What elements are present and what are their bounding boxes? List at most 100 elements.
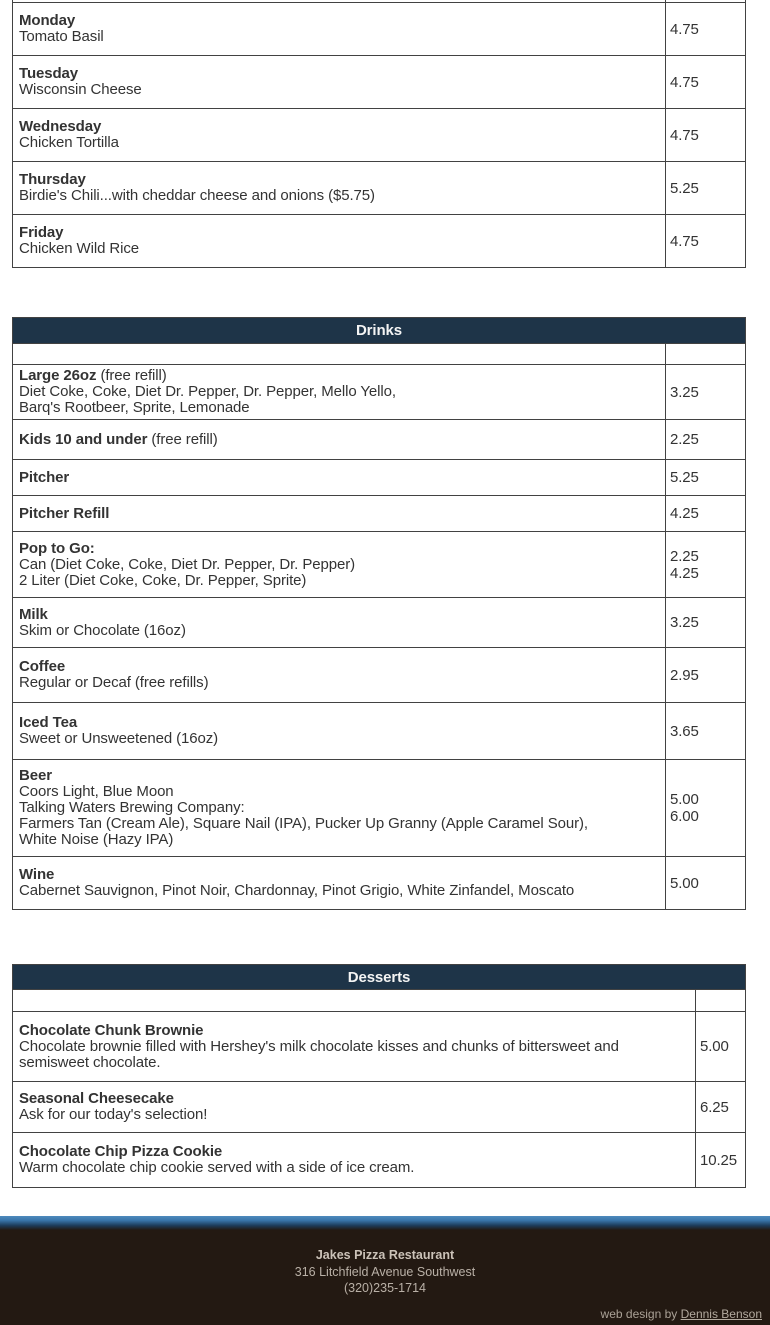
item-desc: Diet Coke, Coke, Diet Dr. Pepper, Dr. Pe… bbox=[19, 383, 396, 416]
soup-schedule-table: Monday Tomato Basil 4.75 Tuesday Wiscons… bbox=[12, 0, 746, 268]
item-name: Chocolate Chunk Brownie bbox=[19, 1021, 204, 1039]
item-price: 5.00 6.00 bbox=[665, 759, 746, 857]
item-cell: Thursday Birdie's Chili...with cheddar c… bbox=[12, 161, 666, 215]
drinks-row-pitcher-refill: Pitcher Refill 4.25 bbox=[12, 495, 746, 532]
item-cell: Pitcher Refill bbox=[12, 495, 666, 532]
desserts-row-chocolate-chip-pizza-cookie: Chocolate Chip Pizza Cookie Warm chocola… bbox=[12, 1132, 747, 1188]
item-name: Pitcher bbox=[19, 468, 70, 486]
spacer-row bbox=[12, 343, 746, 365]
item-desc: Wisconsin Cheese bbox=[19, 81, 142, 98]
credit-prefix: web design by bbox=[600, 1307, 678, 1321]
footer-divider-bar bbox=[0, 1216, 770, 1230]
item-desc: Regular or Decaf (free refills) bbox=[19, 674, 209, 691]
item-name: Beer bbox=[19, 767, 52, 784]
item-name: Pitcher Refill bbox=[19, 504, 110, 522]
item-price: 5.25 bbox=[665, 459, 746, 496]
soup-row-tuesday: Tuesday Wisconsin Cheese 4.75 bbox=[12, 55, 746, 109]
footer-body: Jakes Pizza Restaurant 316 Litchfield Av… bbox=[0, 1230, 770, 1325]
item-cell: Chocolate Chunk Brownie Chocolate browni… bbox=[12, 1011, 696, 1082]
soup-row-thursday: Thursday Birdie's Chili...with cheddar c… bbox=[12, 161, 746, 215]
desserts-table: Desserts Chocolate Chunk Brownie Chocola… bbox=[11, 964, 747, 1188]
desserts-header-row: Desserts bbox=[11, 964, 747, 990]
restaurant-name: Jakes Pizza Restaurant bbox=[315, 1248, 455, 1262]
drinks-row-pop-to-go: Pop to Go: Can (Diet Coke, Coke, Diet Dr… bbox=[12, 531, 746, 598]
item-name: Iced Tea bbox=[19, 714, 78, 731]
item-title-line: Kids 10 and under (free refill) bbox=[19, 430, 659, 448]
item-name: Monday bbox=[19, 12, 76, 29]
item-desc: Tomato Basil bbox=[19, 28, 104, 45]
soup-row-monday: Monday Tomato Basil 4.75 bbox=[12, 2, 746, 56]
item-cell: Coffee Regular or Decaf (free refills) bbox=[12, 647, 666, 703]
soup-row-wednesday: Wednesday Chicken Tortilla 4.75 bbox=[12, 108, 746, 162]
drinks-row-kids: Kids 10 and under (free refill) 2.25 bbox=[12, 419, 746, 460]
item-desc: Chocolate brownie filled with Hershey's … bbox=[19, 1037, 619, 1071]
spacer-row bbox=[12, 989, 747, 1012]
item-cell: Pop to Go: Can (Diet Coke, Coke, Diet Dr… bbox=[12, 531, 666, 598]
restaurant-address: 316 Litchfield Avenue Southwest bbox=[294, 1264, 476, 1279]
item-price: 4.75 bbox=[665, 214, 746, 268]
item-title-line: Large 26oz (free refill) bbox=[19, 368, 659, 384]
item-price: 5.00 bbox=[665, 856, 746, 910]
item-price: 2.95 bbox=[665, 647, 746, 703]
item-cell: Iced Tea Sweet or Unsweetened (16oz) bbox=[12, 702, 666, 760]
item-price: 3.25 bbox=[665, 364, 746, 420]
item-cell: Large 26oz (free refill) Diet Coke, Coke… bbox=[12, 364, 666, 420]
item-price: 2.25 bbox=[665, 419, 746, 460]
item-name: Wine bbox=[19, 866, 55, 883]
desserts-row-seasonal-cheesecake: Seasonal Cheesecake Ask for our today's … bbox=[12, 1081, 747, 1133]
item-name: Wednesday bbox=[19, 118, 102, 135]
drinks-row-large-26oz: Large 26oz (free refill) Diet Coke, Coke… bbox=[12, 364, 746, 420]
item-name: Thursday bbox=[19, 171, 86, 188]
item-name: Large 26oz bbox=[19, 367, 97, 384]
item-cell: Kids 10 and under (free refill) bbox=[12, 419, 666, 460]
item-cell: Milk Skim or Chocolate (16oz) bbox=[12, 597, 666, 648]
item-cell: Beer Coors Light, Blue Moon Talking Wate… bbox=[12, 759, 666, 857]
item-cell: Seasonal Cheesecake Ask for our today's … bbox=[12, 1081, 696, 1133]
item-note: (free refill) bbox=[147, 430, 218, 448]
item-price: 10.25 bbox=[694, 1132, 747, 1188]
item-cell: Tuesday Wisconsin Cheese bbox=[12, 55, 666, 109]
page-footer: Jakes Pizza Restaurant 316 Litchfield Av… bbox=[0, 1216, 770, 1325]
designer-link[interactable]: Dennis Benson bbox=[680, 1307, 762, 1321]
item-price: 5.00 bbox=[694, 1011, 747, 1082]
drinks-row-wine: Wine Cabernet Sauvignon, Pinot Noir, Cha… bbox=[12, 856, 746, 910]
item-desc: Skim or Chocolate (16oz) bbox=[19, 621, 186, 639]
restaurant-phone: (320)235-1714 bbox=[343, 1281, 426, 1295]
item-desc: Chicken Tortilla bbox=[19, 134, 119, 151]
item-desc: Coors Light, Blue Moon Talking Waters Br… bbox=[19, 783, 588, 848]
drinks-row-pitcher: Pitcher 5.25 bbox=[12, 459, 746, 496]
item-desc: Chicken Wild Rice bbox=[19, 240, 139, 257]
web-design-credit: web design by Dennis Benson bbox=[601, 1307, 762, 1321]
item-name: Tuesday bbox=[19, 65, 79, 82]
item-desc: Sweet or Unsweetened (16oz) bbox=[19, 730, 219, 747]
item-note: (free refill) bbox=[96, 367, 167, 384]
item-price: 4.75 bbox=[665, 108, 746, 162]
footer-contact-block: Jakes Pizza Restaurant 316 Litchfield Av… bbox=[0, 1230, 770, 1297]
drinks-row-milk: Milk Skim or Chocolate (16oz) 3.25 bbox=[12, 597, 746, 648]
item-desc: Birdie's Chili...with cheddar cheese and… bbox=[19, 187, 375, 204]
item-price: 3.25 bbox=[665, 597, 746, 648]
item-cell: Friday Chicken Wild Rice bbox=[12, 214, 666, 268]
item-name: Kids 10 and under bbox=[19, 430, 148, 448]
item-price: 4.75 bbox=[665, 55, 746, 109]
item-price: 3.65 bbox=[665, 702, 746, 760]
drinks-row-iced-tea: Iced Tea Sweet or Unsweetened (16oz) 3.6… bbox=[12, 702, 746, 760]
item-name: Coffee bbox=[19, 658, 66, 675]
item-name: Pop to Go: bbox=[19, 539, 95, 557]
item-price: 6.25 bbox=[694, 1081, 747, 1133]
item-price: 4.75 bbox=[665, 2, 746, 56]
item-cell: Pitcher bbox=[12, 459, 666, 496]
drinks-header-row: Drinks bbox=[12, 317, 746, 344]
item-desc: Cabernet Sauvignon, Pinot Noir, Chardonn… bbox=[19, 882, 575, 899]
item-cell: Wine Cabernet Sauvignon, Pinot Noir, Cha… bbox=[12, 856, 666, 910]
item-price: 2.25 4.25 bbox=[665, 531, 746, 598]
item-name: Seasonal Cheesecake bbox=[19, 1090, 174, 1107]
item-desc: Ask for our today's selection! bbox=[19, 1106, 208, 1123]
drinks-table: Drinks Large 26oz (free refill) Diet Cok… bbox=[12, 317, 746, 910]
item-price: 5.25 bbox=[665, 161, 746, 215]
item-desc: Can (Diet Coke, Coke, Diet Dr. Pepper, D… bbox=[19, 555, 355, 589]
item-name: Friday bbox=[19, 224, 64, 241]
item-cell: Wednesday Chicken Tortilla bbox=[12, 108, 666, 162]
item-name: Milk bbox=[19, 605, 48, 623]
